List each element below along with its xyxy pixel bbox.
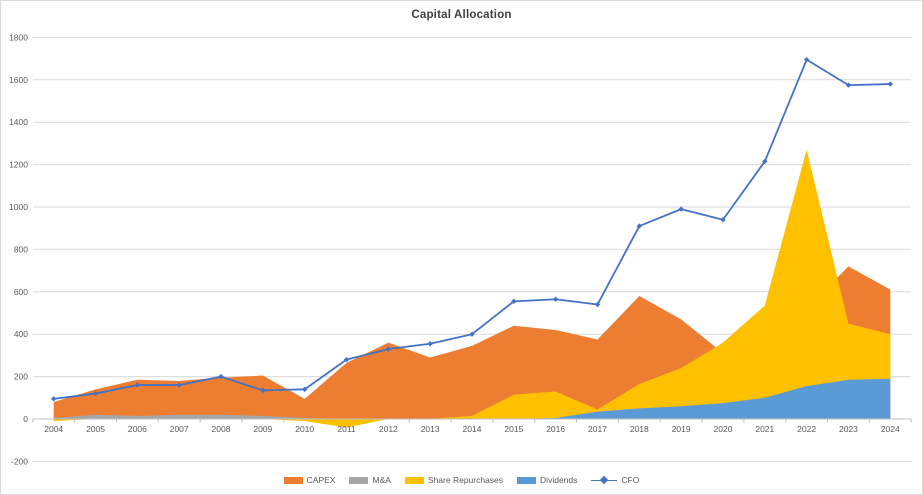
legend-label: CAPEX — [306, 475, 336, 485]
y-axis-tick-label: 0 — [23, 414, 28, 424]
x-axis-tick-label: 2006 — [128, 424, 147, 434]
cfo-marker-diamond-icon — [51, 396, 57, 402]
x-axis-tick-label: 2008 — [212, 424, 231, 434]
x-axis-tick-label: 2016 — [546, 424, 565, 434]
chart-title: Capital Allocation — [411, 9, 512, 21]
y-axis-tick-label: 1800 — [9, 32, 28, 42]
cfo-marker-diamond-icon — [260, 387, 266, 394]
legend-label: CFO — [621, 475, 640, 485]
legend-item-cfo: CFO — [591, 475, 639, 485]
legend-swatch-icon — [283, 476, 303, 484]
x-axis-tick-label: 2020 — [714, 424, 733, 434]
y-axis-tick-label: 200 — [14, 372, 28, 382]
x-axis-tick-label: 2009 — [253, 424, 272, 434]
legend-swatch-icon — [404, 476, 424, 484]
cfo-marker-diamond-icon — [678, 206, 684, 212]
y-axis-tick-label: 800 — [14, 244, 28, 254]
cfo-marker-diamond-icon — [636, 223, 643, 229]
cfo-marker-diamond-icon — [427, 341, 433, 347]
x-axis-tick-label: 2021 — [755, 424, 774, 434]
x-axis-tick-label: 2007 — [170, 424, 189, 434]
cfo-marker-diamond-icon — [134, 382, 141, 388]
legend-label: Dividends — [540, 475, 578, 485]
cfo-marker-diamond-icon — [343, 356, 350, 363]
y-axis-tick-label: 600 — [14, 287, 28, 297]
cfo-marker-diamond-icon — [469, 331, 475, 337]
x-axis-tick-label: 2013 — [421, 424, 440, 434]
x-axis-tick-label: 2012 — [379, 424, 398, 434]
cfo-marker-diamond-icon — [301, 386, 308, 393]
cfo-marker-diamond-icon — [218, 373, 224, 380]
y-axis-tick-label: 1200 — [9, 160, 28, 170]
cfo-marker-diamond-icon — [803, 56, 810, 63]
cfo-marker-diamond-icon — [887, 81, 893, 87]
y-axis-tick-label: 400 — [14, 329, 28, 339]
cfo-marker-diamond-icon — [385, 346, 392, 352]
x-axis-tick-label: 2019 — [672, 424, 691, 434]
x-axis-tick-label: 2014 — [463, 424, 482, 434]
series-area-m-a — [53, 414, 891, 419]
legend-item-dividends: Dividends — [517, 475, 577, 485]
legend-swatch-icon — [349, 476, 369, 484]
cfo-marker-diamond-icon — [720, 217, 726, 223]
legend-line-marker-icon — [591, 475, 618, 485]
y-axis-tick-label: -200 — [11, 456, 28, 466]
cfo-marker-diamond-icon — [176, 382, 182, 388]
cfo-marker-diamond-icon — [845, 82, 852, 88]
x-axis-tick-label: 2004 — [44, 424, 63, 434]
x-axis-tick-label: 2017 — [588, 424, 607, 434]
legend-label: M&A — [372, 475, 391, 485]
y-axis-tick-label: 1000 — [9, 202, 28, 212]
x-axis-tick-label: 2010 — [295, 424, 314, 434]
cfo-marker-diamond-icon — [594, 301, 601, 308]
legend-item-share-repurchases: Share Repurchases — [404, 475, 504, 485]
x-axis-tick-label: 2015 — [504, 424, 523, 434]
legend-item-capex: CAPEX — [283, 475, 336, 485]
legend-label: Share Repurchases — [427, 475, 504, 485]
x-axis-tick-label: 2024 — [881, 424, 900, 434]
x-axis-tick-label: 2022 — [797, 424, 816, 434]
x-axis-tick-label: 2018 — [630, 424, 649, 434]
legend-item-m-a: M&A — [349, 475, 391, 485]
cfo-marker-diamond-icon — [762, 158, 768, 165]
legend-swatch-icon — [517, 476, 537, 484]
x-axis-tick-label: 2011 — [337, 424, 356, 434]
y-axis-tick-label: 1600 — [9, 75, 28, 85]
cfo-marker-diamond-icon — [92, 390, 99, 397]
legend: CAPEX M&A Share Repurchases Dividends CFO — [1, 472, 922, 488]
series-area-dividends — [53, 378, 891, 419]
x-axis-tick-label: 2005 — [86, 424, 105, 434]
x-axis-tick-label: 2023 — [839, 424, 858, 434]
cfo-marker-diamond-icon — [552, 296, 559, 302]
y-axis-tick-label: 1400 — [9, 117, 28, 127]
